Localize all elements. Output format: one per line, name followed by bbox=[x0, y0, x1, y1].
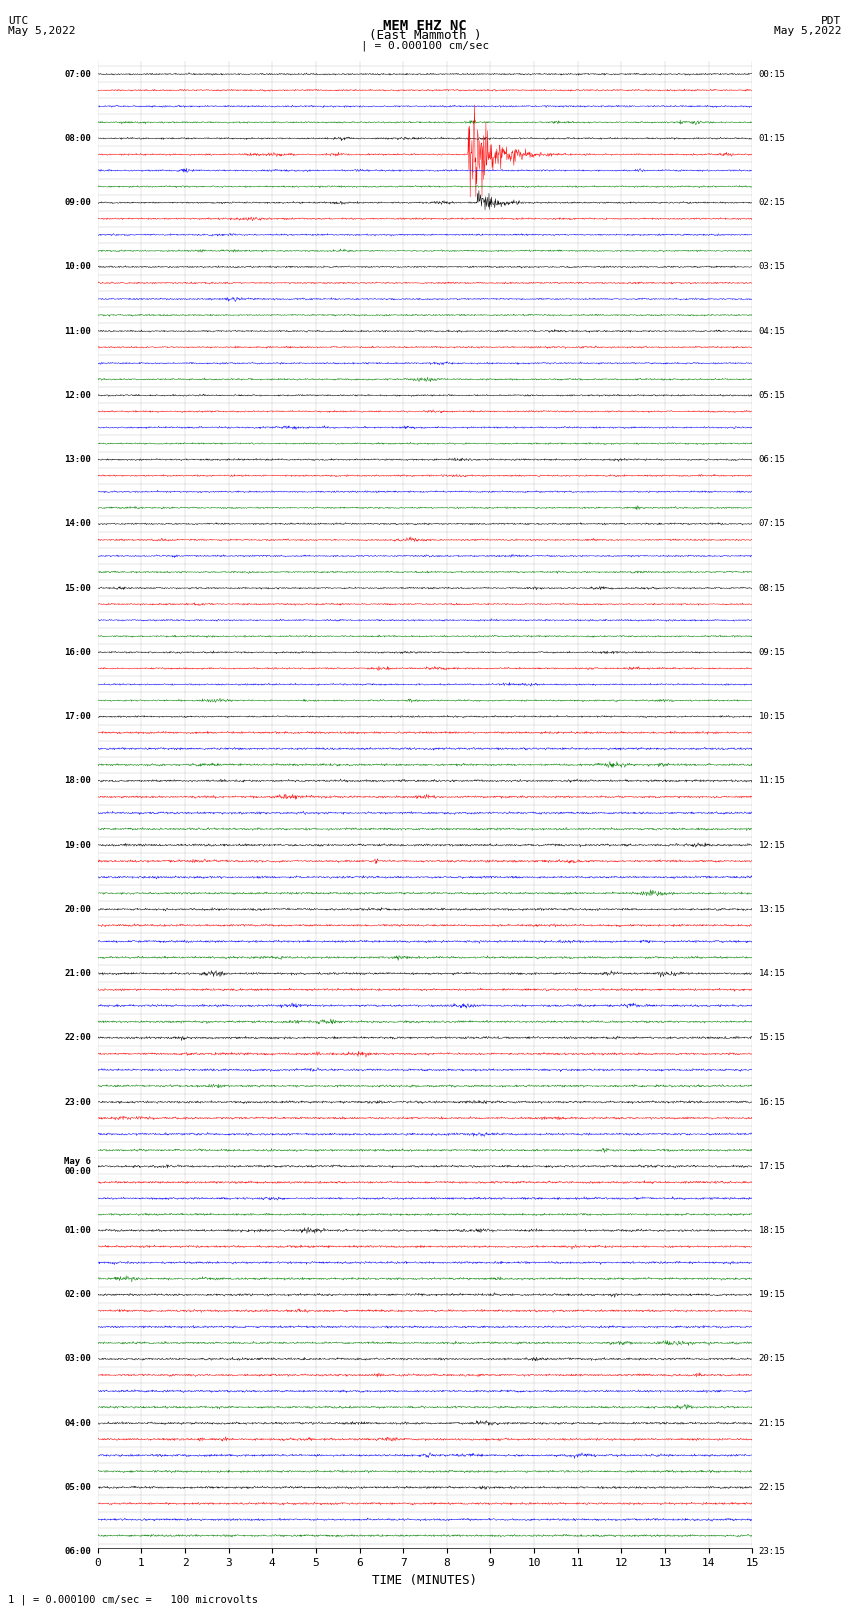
Text: 05:00: 05:00 bbox=[65, 1482, 91, 1492]
Text: 06:15: 06:15 bbox=[759, 455, 785, 465]
Text: UTC: UTC bbox=[8, 16, 29, 26]
Text: 01:15: 01:15 bbox=[759, 134, 785, 144]
Text: 03:00: 03:00 bbox=[65, 1355, 91, 1363]
Text: May 5,2022: May 5,2022 bbox=[774, 26, 842, 35]
Text: May 5,2022: May 5,2022 bbox=[8, 26, 76, 35]
Text: 21:15: 21:15 bbox=[759, 1419, 785, 1428]
Text: 15:00: 15:00 bbox=[65, 584, 91, 592]
Text: 22:00: 22:00 bbox=[65, 1034, 91, 1042]
Text: 19:15: 19:15 bbox=[759, 1290, 785, 1298]
Text: 18:00: 18:00 bbox=[65, 776, 91, 786]
Text: (East Mammoth ): (East Mammoth ) bbox=[369, 29, 481, 42]
Text: 13:00: 13:00 bbox=[65, 455, 91, 465]
Text: 15:15: 15:15 bbox=[759, 1034, 785, 1042]
Text: 23:00: 23:00 bbox=[65, 1097, 91, 1107]
Text: 22:15: 22:15 bbox=[759, 1482, 785, 1492]
Text: 10:15: 10:15 bbox=[759, 711, 785, 721]
Text: MEM EHZ NC: MEM EHZ NC bbox=[383, 19, 467, 34]
Text: May 6
00:00: May 6 00:00 bbox=[65, 1157, 91, 1176]
Text: 20:15: 20:15 bbox=[759, 1355, 785, 1363]
Text: 09:00: 09:00 bbox=[65, 198, 91, 206]
Text: PDT: PDT bbox=[821, 16, 842, 26]
Text: 08:00: 08:00 bbox=[65, 134, 91, 144]
Text: | = 0.000100 cm/sec: | = 0.000100 cm/sec bbox=[361, 40, 489, 52]
Text: 09:15: 09:15 bbox=[759, 648, 785, 656]
Text: 20:00: 20:00 bbox=[65, 905, 91, 915]
Text: 18:15: 18:15 bbox=[759, 1226, 785, 1236]
Text: 13:15: 13:15 bbox=[759, 905, 785, 915]
Text: 02:00: 02:00 bbox=[65, 1290, 91, 1298]
Text: 12:00: 12:00 bbox=[65, 390, 91, 400]
X-axis label: TIME (MINUTES): TIME (MINUTES) bbox=[372, 1574, 478, 1587]
Text: 21:00: 21:00 bbox=[65, 969, 91, 977]
Text: 17:00: 17:00 bbox=[65, 711, 91, 721]
Text: 03:15: 03:15 bbox=[759, 263, 785, 271]
Text: 14:15: 14:15 bbox=[759, 969, 785, 977]
Text: 04:15: 04:15 bbox=[759, 326, 785, 336]
Text: 06:00: 06:00 bbox=[65, 1547, 91, 1557]
Text: 16:15: 16:15 bbox=[759, 1097, 785, 1107]
Text: 10:00: 10:00 bbox=[65, 263, 91, 271]
Text: 00:15: 00:15 bbox=[759, 69, 785, 79]
Text: 11:00: 11:00 bbox=[65, 326, 91, 336]
Text: 01:00: 01:00 bbox=[65, 1226, 91, 1236]
Text: 11:15: 11:15 bbox=[759, 776, 785, 786]
Text: 07:15: 07:15 bbox=[759, 519, 785, 529]
Text: 14:00: 14:00 bbox=[65, 519, 91, 529]
Text: 17:15: 17:15 bbox=[759, 1161, 785, 1171]
Text: 16:00: 16:00 bbox=[65, 648, 91, 656]
Text: 05:15: 05:15 bbox=[759, 390, 785, 400]
Text: 19:00: 19:00 bbox=[65, 840, 91, 850]
Text: 07:00: 07:00 bbox=[65, 69, 91, 79]
Text: 23:15: 23:15 bbox=[759, 1547, 785, 1557]
Text: 1 | = 0.000100 cm/sec =   100 microvolts: 1 | = 0.000100 cm/sec = 100 microvolts bbox=[8, 1594, 258, 1605]
Text: 02:15: 02:15 bbox=[759, 198, 785, 206]
Text: 08:15: 08:15 bbox=[759, 584, 785, 592]
Text: 04:00: 04:00 bbox=[65, 1419, 91, 1428]
Text: 12:15: 12:15 bbox=[759, 840, 785, 850]
